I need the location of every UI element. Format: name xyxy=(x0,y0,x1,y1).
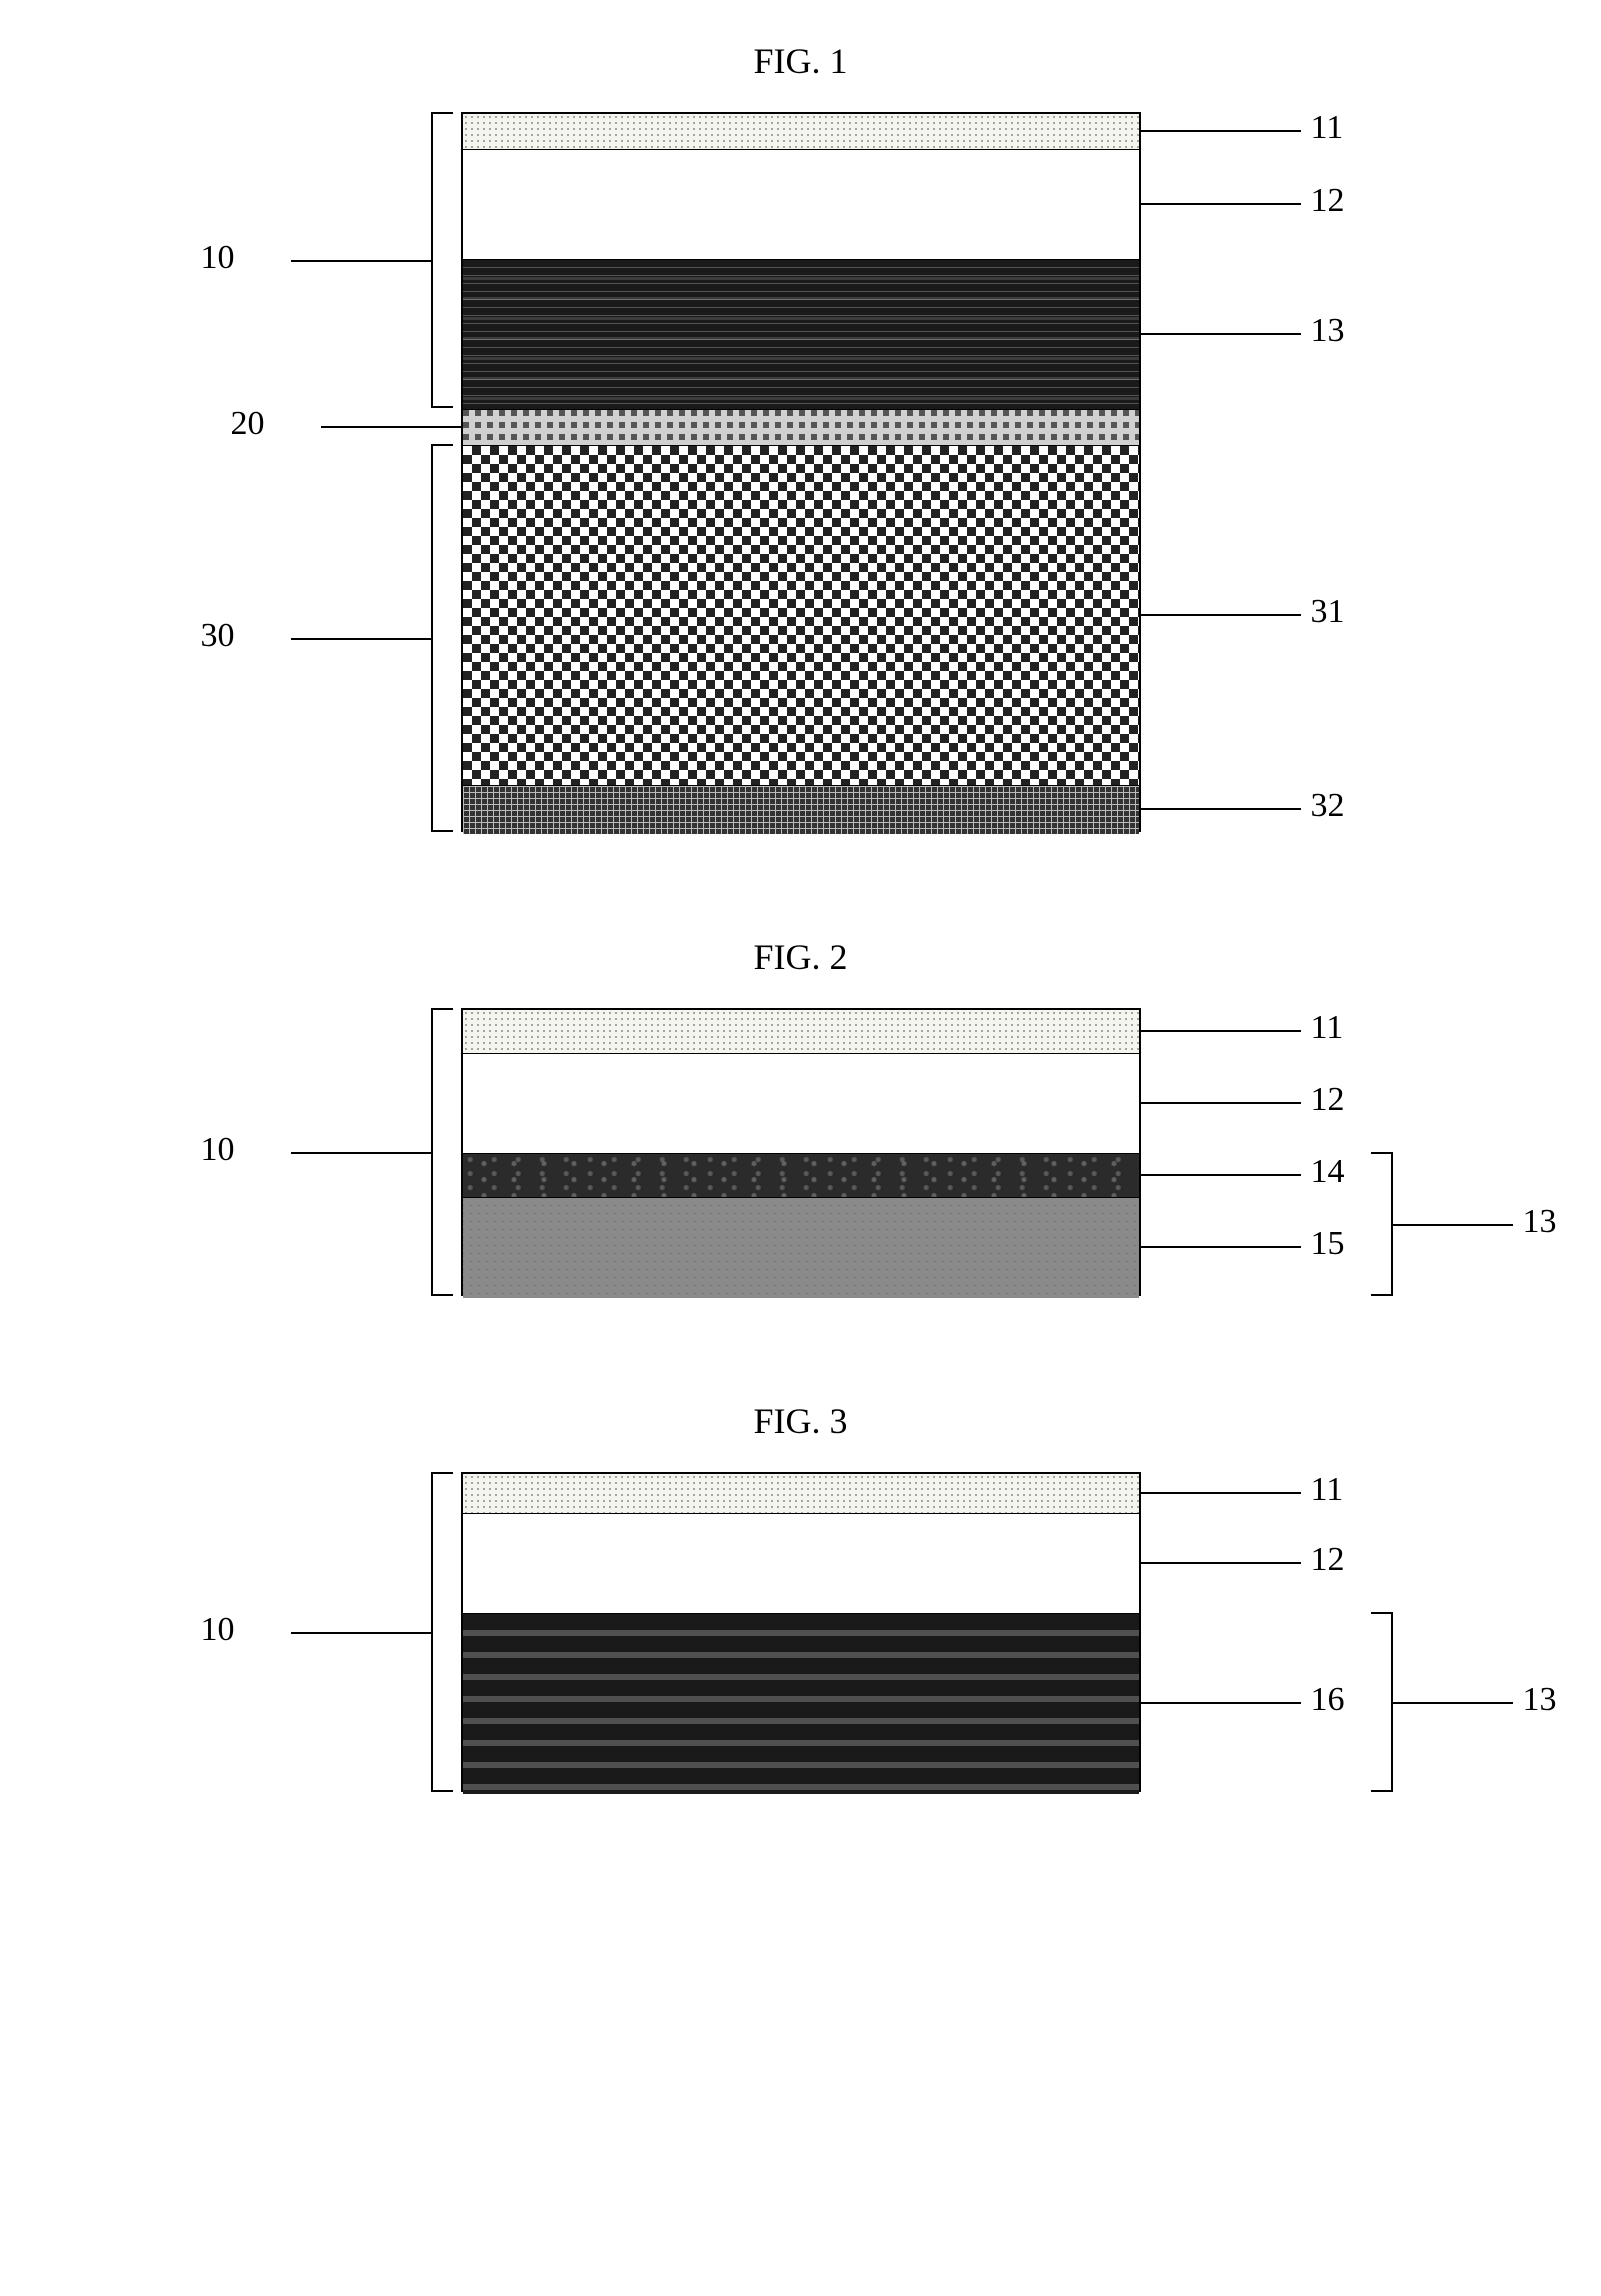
leader-line xyxy=(291,260,431,262)
label-31: 31 xyxy=(1311,593,1345,631)
label-20: 20 xyxy=(231,405,265,443)
label-11: 11 xyxy=(1311,1471,1344,1509)
leader-line xyxy=(1141,1702,1301,1704)
bracket-left xyxy=(431,1472,453,1792)
figure-title: FIG. 2 xyxy=(0,936,1601,978)
layer-11 xyxy=(463,114,1139,150)
leader-line xyxy=(321,426,461,428)
layer-12 xyxy=(463,1054,1139,1154)
layer-15 xyxy=(463,1198,1139,1298)
label-13: 13 xyxy=(1523,1681,1557,1719)
label-15: 15 xyxy=(1311,1225,1345,1263)
bracket-left xyxy=(431,112,453,408)
layer-16 xyxy=(463,1614,1139,1794)
leader-line xyxy=(1141,1562,1301,1564)
figure-3: FIG. 3 11 12 16 13 10 xyxy=(0,1400,1601,1796)
label-10: 10 xyxy=(201,239,235,277)
layer-11 xyxy=(463,1474,1139,1514)
figure-title: FIG. 1 xyxy=(0,40,1601,82)
label-11: 11 xyxy=(1311,109,1344,147)
leader-line xyxy=(1141,808,1301,810)
label-12: 12 xyxy=(1311,1081,1345,1119)
leader-line xyxy=(1141,333,1301,335)
figure-1: FIG. 1 11 12 13 31 32 10 20 30 xyxy=(0,40,1601,836)
label-12: 12 xyxy=(1311,1541,1345,1579)
leader-line xyxy=(1141,1102,1301,1104)
leader-line xyxy=(1393,1702,1513,1704)
leader-line xyxy=(291,1152,431,1154)
layer-stack xyxy=(461,112,1141,832)
label-14: 14 xyxy=(1311,1153,1345,1191)
bracket-right xyxy=(1371,1152,1393,1296)
label-13: 13 xyxy=(1311,312,1345,350)
layer-32 xyxy=(463,786,1139,834)
layer-31 xyxy=(463,446,1139,786)
figure-2: FIG. 2 11 12 14 15 13 10 xyxy=(0,936,1601,1300)
layer-stack xyxy=(461,1472,1141,1792)
label-11: 11 xyxy=(1311,1009,1344,1047)
leader-line xyxy=(1141,203,1301,205)
layer-12 xyxy=(463,1514,1139,1614)
diagram-wrap: 11 12 13 31 32 10 20 30 xyxy=(0,112,1601,836)
leader-line xyxy=(291,1632,431,1634)
layer-20 xyxy=(463,410,1139,446)
label-32: 32 xyxy=(1311,787,1345,825)
diagram-wrap: 11 12 14 15 13 10 xyxy=(0,1008,1601,1300)
leader-line xyxy=(1141,130,1301,132)
leader-line xyxy=(291,638,431,640)
layer-11 xyxy=(463,1010,1139,1054)
leader-line xyxy=(1141,1492,1301,1494)
label-12: 12 xyxy=(1311,182,1345,220)
layer-stack xyxy=(461,1008,1141,1296)
leader-line xyxy=(1393,1224,1513,1226)
leader-line xyxy=(1141,1030,1301,1032)
layer-14 xyxy=(463,1154,1139,1198)
bracket-left xyxy=(431,1008,453,1296)
leader-line xyxy=(1141,1174,1301,1176)
leader-line xyxy=(1141,1246,1301,1248)
bracket-right xyxy=(1371,1612,1393,1792)
label-30: 30 xyxy=(201,617,235,655)
figure-title: FIG. 3 xyxy=(0,1400,1601,1442)
diagram-wrap: 11 12 16 13 10 xyxy=(0,1472,1601,1796)
label-13: 13 xyxy=(1523,1203,1557,1241)
layer-13 xyxy=(463,260,1139,410)
label-10: 10 xyxy=(201,1131,235,1169)
page-root: FIG. 1 11 12 13 31 32 10 20 30 FIG. 2 11 12 14 15 13 10… xyxy=(0,40,1601,1796)
label-16: 16 xyxy=(1311,1681,1345,1719)
leader-line xyxy=(1141,614,1301,616)
layer-12 xyxy=(463,150,1139,260)
label-10: 10 xyxy=(201,1611,235,1649)
bracket-left xyxy=(431,444,453,832)
